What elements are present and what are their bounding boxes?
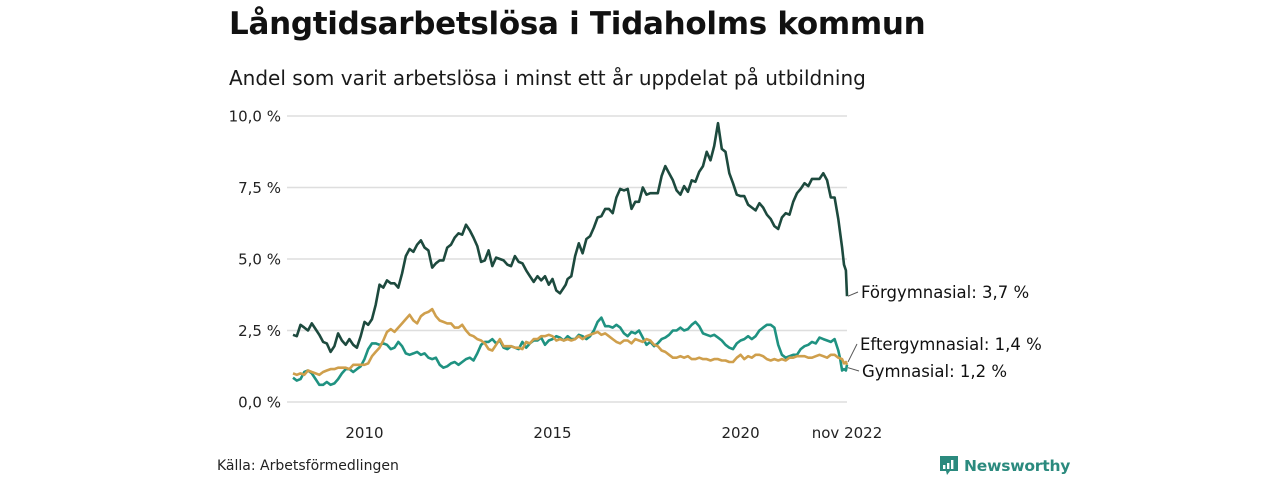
source-credit: Källa: Arbetsförmedlingen [217, 458, 399, 474]
series-lines [292, 121, 849, 387]
y-tick-label: 10,0 % [229, 108, 281, 126]
y-tick-label: 0,0 % [238, 394, 281, 412]
y-axis-ticks: 0,0 % 2,5 % 5,0 % 7,5 % 10,0 % [229, 108, 281, 412]
leader-line [847, 367, 860, 372]
x-tick-label: 2020 [721, 424, 759, 442]
x-tick-label: 2010 [345, 424, 383, 442]
series-end-labels: Förgymnasial: 3,7 % Eftergymnasial: 1,4 %… [847, 283, 1042, 381]
x-tick-label: 2015 [533, 424, 571, 442]
bar-chart-speech-bubble-icon [940, 456, 958, 475]
y-tick-label: 2,5 % [238, 322, 281, 340]
chart-title: Långtidsarbetslösa i Tidaholms kommun [229, 6, 926, 42]
end-label-förgymnasial: Förgymnasial: 3,7 % [861, 283, 1029, 302]
leader-line [847, 291, 859, 297]
x-axis-ticks: 2010 2015 2020 nov 2022 [345, 424, 882, 442]
series-line-eftergymnasial [292, 307, 849, 377]
y-tick-label: 5,0 % [238, 251, 281, 269]
brand-logo[interactable]: Newsworthy [939, 455, 1070, 477]
x-tick-label: nov 2022 [812, 424, 883, 442]
series-line-förgymnasial [292, 121, 849, 354]
y-tick-label: 7,5 % [238, 179, 281, 197]
gridlines [287, 115, 847, 403]
end-label-eftergymnasial: Eftergymnasial: 1,4 % [860, 335, 1042, 354]
chart-subtitle: Andel som varit arbetslösa i minst ett å… [229, 66, 866, 90]
leader-line [847, 343, 858, 363]
brand-name: Newsworthy [964, 457, 1071, 475]
end-label-gymnasial: Gymnasial: 1,2 % [862, 362, 1007, 381]
